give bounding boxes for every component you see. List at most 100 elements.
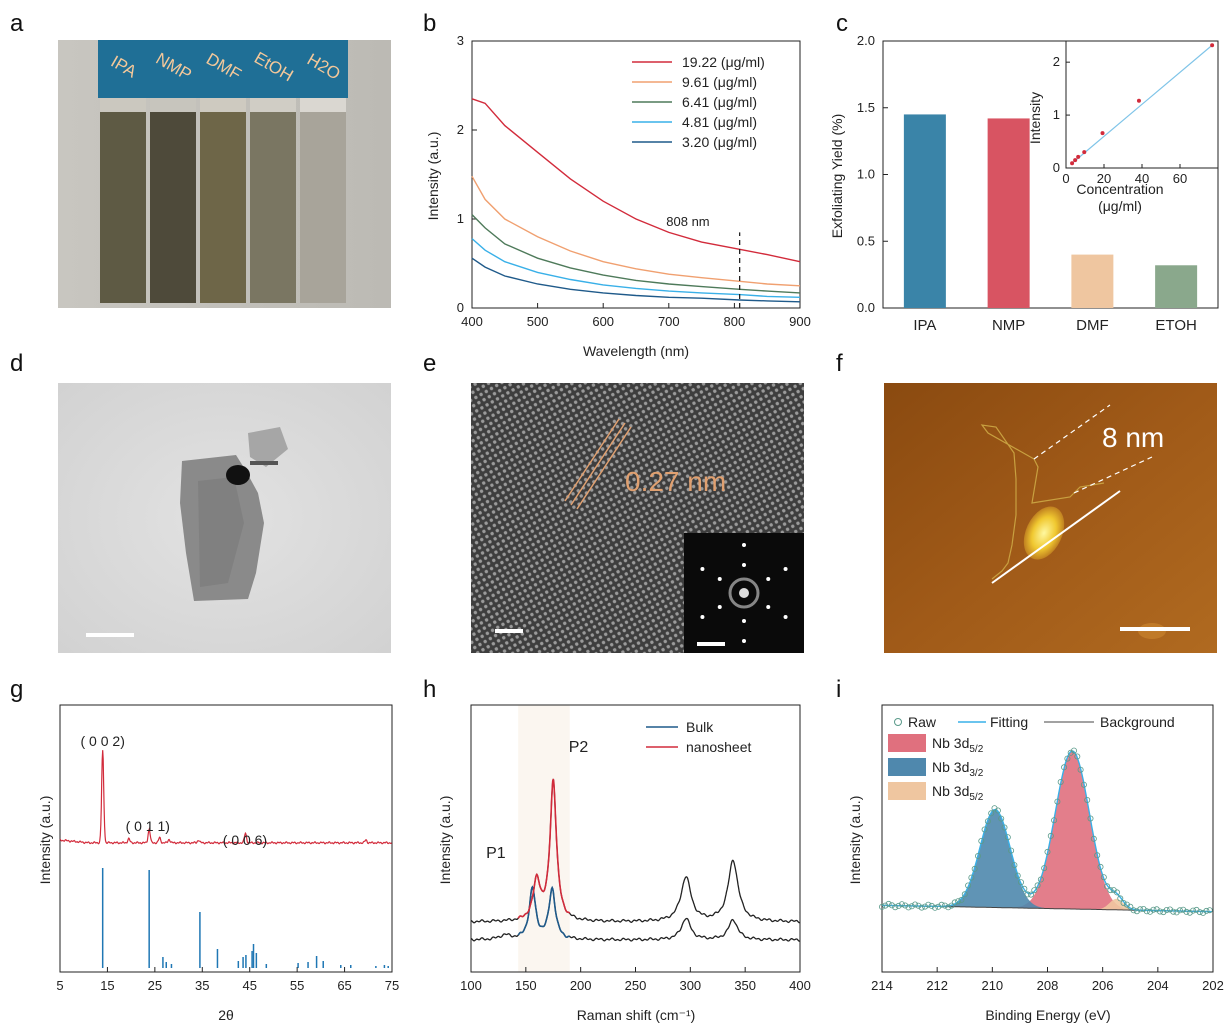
raw-point bbox=[978, 837, 985, 844]
panel-label-a: a bbox=[10, 10, 24, 37]
scale-bar-e bbox=[495, 629, 523, 633]
x-tick-label: 800 bbox=[724, 314, 746, 329]
legend-component-main: Nb 3d bbox=[932, 759, 969, 775]
component-peak bbox=[882, 751, 1213, 912]
chart-g: 5 15 25 35 45 55 65 75 ( 0 0 2) ( 0 1 1) ( 0 0 6)… bbox=[37, 704, 399, 1023]
raw-point bbox=[918, 904, 925, 911]
fft-spot bbox=[783, 615, 788, 619]
x-tick-label: 204 bbox=[1147, 978, 1169, 993]
bar bbox=[987, 118, 1030, 309]
y-tick-label: 3 bbox=[457, 33, 464, 48]
raw-point bbox=[971, 865, 978, 872]
raw-point bbox=[1077, 766, 1084, 773]
raw-point bbox=[1147, 908, 1154, 915]
panel-label-b: b bbox=[423, 10, 437, 37]
flake-fragment bbox=[248, 427, 288, 467]
raw-point bbox=[1183, 908, 1190, 915]
plot-frame-b bbox=[471, 40, 801, 309]
raw-point bbox=[1034, 882, 1041, 889]
chart-c: 0.0 0.5 1.0 1.5 2.0 IPA NMP DMF ETOH Exfoliatin… bbox=[829, 33, 1219, 334]
fft-spot bbox=[766, 577, 771, 581]
x-tick-label: 208 bbox=[1037, 978, 1059, 993]
raw-point bbox=[958, 896, 965, 903]
peak-annotation: ( 0 0 2) bbox=[81, 733, 125, 749]
raw-point bbox=[1170, 908, 1177, 915]
raw-point bbox=[1196, 909, 1203, 916]
inset-y-tick: 1 bbox=[1053, 107, 1060, 122]
raw-point bbox=[1011, 862, 1018, 869]
raw-point bbox=[1186, 909, 1193, 916]
ylabel-c: Exfoliating Yield (%) bbox=[829, 114, 845, 239]
inset-point bbox=[1073, 158, 1078, 163]
raw-point bbox=[1008, 847, 1015, 854]
x-category-label: IPA bbox=[913, 317, 936, 334]
raw-point bbox=[984, 818, 991, 825]
y-tick-label: 2 bbox=[457, 122, 464, 137]
raw-point bbox=[961, 891, 968, 898]
fft-spot bbox=[766, 605, 771, 609]
raw-point bbox=[1001, 824, 1008, 831]
legend-label: 4.81 (μg/ml) bbox=[682, 114, 757, 130]
x-tick-label: 212 bbox=[926, 978, 948, 993]
vial bbox=[100, 98, 146, 303]
inset-x-tick: 60 bbox=[1173, 171, 1187, 186]
series-line bbox=[471, 214, 801, 294]
inset-y-tick: 2 bbox=[1053, 54, 1060, 69]
fft-spot bbox=[700, 615, 705, 619]
raw-point bbox=[1130, 907, 1137, 914]
legend-component-label: Nb 3d5/2 bbox=[932, 783, 984, 803]
x-category-label: NMP bbox=[992, 317, 1025, 334]
raw-point bbox=[1087, 815, 1094, 822]
fft-spot bbox=[742, 563, 746, 567]
raman-highlight-segment bbox=[517, 885, 570, 938]
legend-label: 3.20 (μg/ml) bbox=[682, 134, 757, 150]
legend-raw-marker bbox=[894, 718, 902, 726]
y-tick-label: 1 bbox=[457, 211, 464, 226]
x-tick-label: 214 bbox=[871, 978, 893, 993]
raw-point bbox=[1084, 797, 1091, 804]
y-tick-label: 0 bbox=[457, 300, 464, 315]
x-category-label: ETOH bbox=[1155, 317, 1196, 334]
raw-point bbox=[892, 904, 899, 911]
chart-h: 100 150 200 250 300 350 400 P1 P2 Bulk nanosheet… bbox=[437, 704, 811, 1023]
raw-point bbox=[1104, 883, 1111, 890]
raw-point bbox=[1074, 753, 1081, 760]
raw-point bbox=[908, 903, 915, 910]
y-tick-label: 0.0 bbox=[857, 300, 875, 315]
inset-x-tick: 40 bbox=[1135, 171, 1149, 186]
raw-point bbox=[1047, 832, 1054, 839]
x-tick-label: 5 bbox=[56, 978, 63, 993]
raw-point bbox=[948, 902, 955, 909]
x-tick-label: 210 bbox=[981, 978, 1003, 993]
raw-point bbox=[965, 882, 972, 889]
inset-point bbox=[1100, 131, 1105, 136]
x-tick-label: 25 bbox=[148, 978, 162, 993]
fft-spot bbox=[717, 577, 722, 581]
raw-point bbox=[1143, 908, 1150, 915]
legend-swatch bbox=[888, 758, 926, 776]
ylabel-b: Intensity (a.u.) bbox=[425, 132, 441, 221]
raw-point bbox=[1097, 863, 1104, 870]
legend-fitting: Fitting bbox=[990, 714, 1028, 730]
scale-bar-fft bbox=[697, 642, 725, 646]
legend-component-sub: 3/2 bbox=[969, 768, 983, 779]
vial-label-band bbox=[98, 40, 348, 98]
x-tick-label: 45 bbox=[242, 978, 256, 993]
raw-point bbox=[1057, 779, 1064, 786]
raw-point bbox=[998, 815, 1005, 822]
raw-point bbox=[1117, 895, 1124, 902]
hrtem-image: 0.27 nm bbox=[471, 383, 804, 653]
series-line bbox=[471, 257, 801, 303]
panel-label-f: f bbox=[836, 350, 843, 377]
legend-raw: Raw bbox=[908, 714, 937, 730]
legend-swatch bbox=[888, 734, 926, 752]
inset-point bbox=[1076, 154, 1081, 159]
panel-label-d: d bbox=[10, 350, 24, 377]
inset-x-tick: 20 bbox=[1097, 171, 1111, 186]
legend-label: nanosheet bbox=[686, 739, 752, 755]
raw-point bbox=[1027, 891, 1034, 898]
x-tick-label: 206 bbox=[1092, 978, 1114, 993]
x-tick-label: 150 bbox=[515, 978, 537, 993]
x-tick-label: 15 bbox=[100, 978, 114, 993]
raw-point bbox=[1021, 885, 1028, 892]
